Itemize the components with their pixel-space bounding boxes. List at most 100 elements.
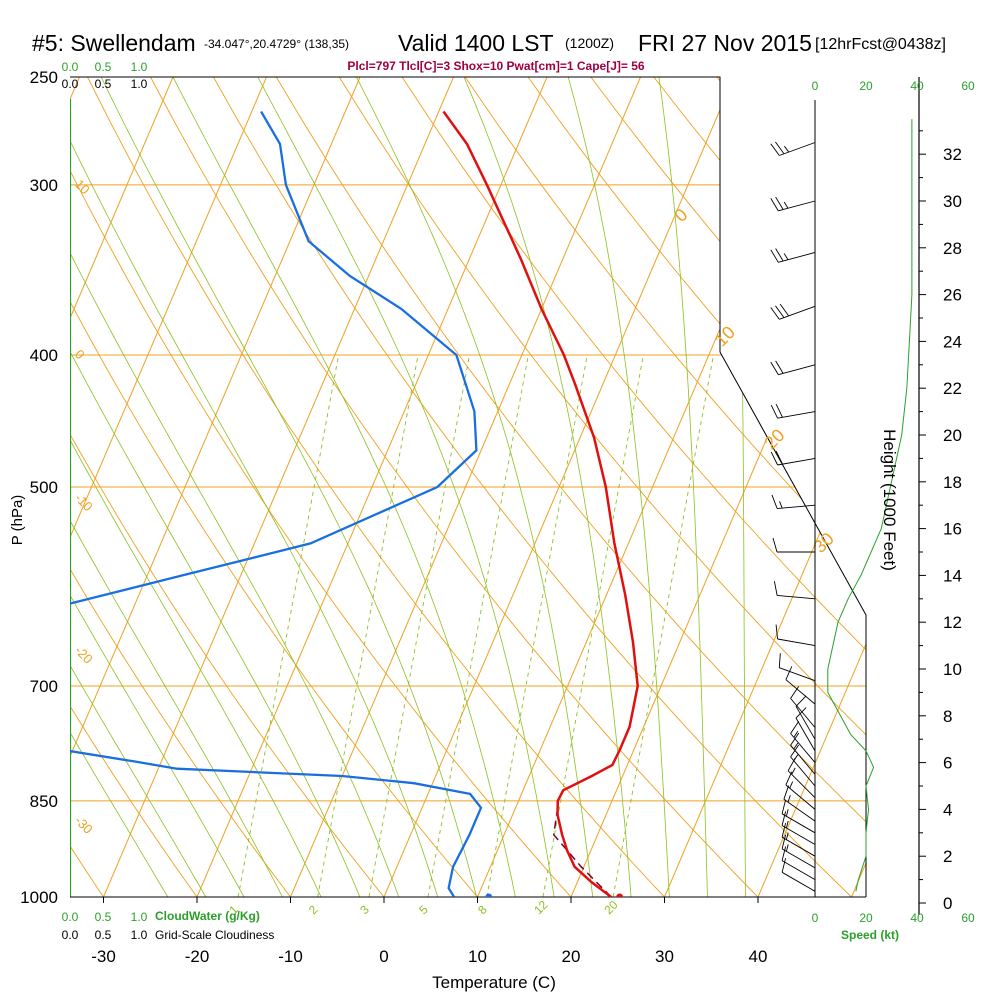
y-axis-label: P (hPa) (9, 495, 26, 546)
wind-barb-flag (790, 744, 800, 758)
wind-barb-flag (790, 721, 800, 734)
wind-barb (770, 303, 816, 320)
wind-barb-flag (770, 307, 780, 320)
wind-barb (770, 141, 816, 156)
wind-barb-staff (781, 871, 816, 892)
wind-barb-staff (778, 252, 816, 263)
wind-barb (781, 834, 816, 869)
wind-barb-flag (787, 795, 791, 803)
x-tick-label: 20 (562, 947, 581, 966)
wind-barb-flag (770, 451, 778, 466)
moist-adiabat (70, 77, 447, 897)
isotherm-label: 30 (810, 529, 838, 557)
wind-barb-staff (785, 679, 816, 705)
zulu-time: (1200Z) (565, 35, 614, 51)
wind-barb-flag (783, 785, 790, 800)
pressure-tick-label: 700 (30, 677, 58, 696)
valid-date: FRI 27 Nov 2015 (638, 30, 812, 56)
isotherm-line (103, 77, 454, 897)
wind-barb-flag (775, 404, 783, 418)
cloudiness-tick-bottom: 1.0 (131, 928, 148, 942)
height-tick-label: 2 (943, 847, 952, 866)
wind-barb-staff (778, 200, 816, 212)
x-axis-label: Temperature (C) (432, 973, 556, 992)
dry-adiabat (401, 77, 866, 897)
height-tick-label: 32 (943, 145, 962, 164)
dry-adiabat (70, 77, 408, 897)
wind-barb (770, 196, 816, 212)
isotherm-label: 20 (760, 425, 788, 453)
cloud-water-tick-bottom: 0.0 (62, 910, 79, 924)
dry-adiabat (338, 77, 866, 897)
wind-barb-flag (795, 707, 807, 719)
moist-adiabat (560, 77, 672, 897)
mixing-ratio-label: 5 (416, 902, 431, 917)
wind-barb-staff (779, 305, 816, 320)
cloud-water-label: CloudWater (g/Kg) (155, 909, 260, 923)
wind-barb-flag (778, 653, 781, 668)
wind-barb (770, 450, 816, 466)
wind-barb-staff (781, 825, 816, 845)
wind-barb-flag (772, 537, 778, 553)
dewpoint-profile (70, 110, 483, 897)
cloud-water-tick-top: 0.5 (95, 60, 112, 74)
dry-adiabat (70, 77, 219, 897)
height-tick-label: 28 (943, 239, 962, 258)
height-tick-label: 12 (943, 613, 962, 632)
valid-time: Valid 1400 LST (398, 30, 554, 56)
background-lines (70, 77, 866, 897)
wind-barb-flag (795, 695, 807, 707)
wind-barb (781, 846, 816, 880)
pressure-tick-label: 500 (30, 478, 58, 497)
x-tick-label: 0 (379, 947, 388, 966)
surface-temperature-dot (616, 893, 624, 897)
wind-barb (783, 785, 816, 822)
wind-barb-flag (785, 771, 793, 786)
wind-barb (781, 799, 816, 834)
wind-barb (778, 653, 816, 682)
speed-tick-top: 40 (910, 79, 924, 93)
dry-adiabat (70, 77, 314, 897)
mixing-ratio-line (317, 354, 419, 897)
wind-speed-profile (827, 119, 913, 892)
left-isotherm-label: -10 (72, 490, 96, 514)
temperature-profile (442, 110, 639, 897)
wind-barb-flag (787, 757, 796, 772)
wind-barb-flag (789, 781, 794, 789)
wind-barb-flag (785, 666, 793, 680)
height-axis-label: Height (1000 Feet) (880, 429, 899, 571)
isotherm-label: 0 (670, 205, 691, 226)
moist-adiabat (89, 77, 485, 897)
cloudiness-label: Grid-Scale Cloudiness (155, 928, 274, 942)
wind-barb-flag (775, 360, 784, 374)
moist-adiabat (70, 77, 410, 897)
wind-barb-flag (781, 858, 787, 873)
mixing-ratio-label: 8 (475, 902, 490, 917)
wind-barb-staff (785, 784, 816, 810)
dry-adiabat (213, 77, 866, 897)
wind-barb (770, 248, 816, 263)
x-tick-label: -20 (185, 947, 210, 966)
wind-barb (781, 811, 816, 845)
mixing-ratio-label: 12 (531, 898, 551, 918)
wind-barb-flag (785, 832, 789, 840)
left-isotherm-label: -20 (72, 643, 96, 667)
wind-barb-staff (779, 667, 816, 682)
wind-barb-staff (777, 638, 816, 647)
left-isotherm-label: -30 (72, 813, 96, 837)
height-tick-label: 26 (943, 286, 962, 305)
wind-barb-staff (778, 364, 816, 376)
x-tick-label: 40 (749, 947, 768, 966)
cloud-water-tick-bottom: 1.0 (131, 910, 148, 924)
station-title: #5: Swellendam (32, 30, 196, 56)
wind-barb-flag (781, 799, 787, 814)
wind-barb (790, 686, 816, 728)
mixing-ratio-label: 20 (601, 898, 621, 918)
dry-adiabat (70, 77, 598, 897)
wind-barb-staff (777, 457, 816, 466)
height-tick-label: 0 (943, 894, 952, 913)
wind-barb-flag (775, 624, 779, 640)
moist-adiabat (655, 77, 709, 897)
wind-barb (785, 771, 816, 810)
